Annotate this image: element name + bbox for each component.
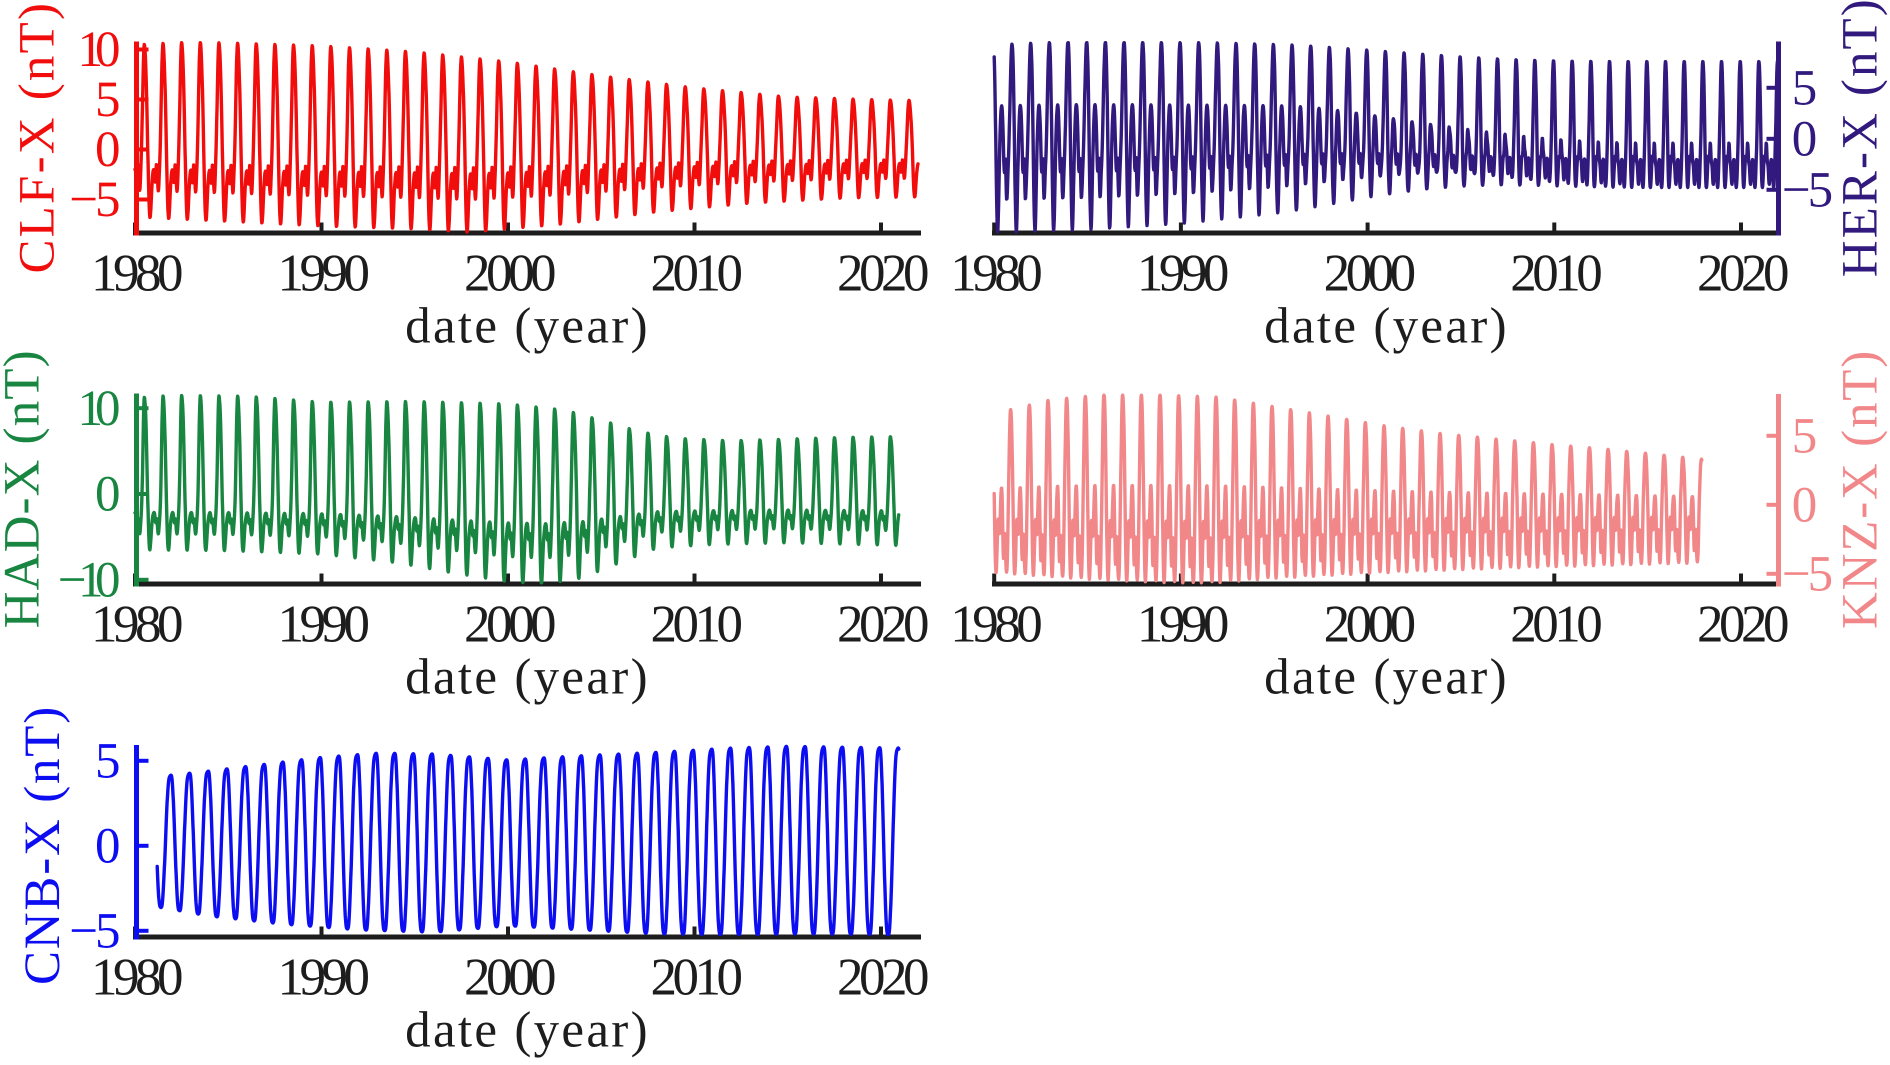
svg-text:date (year): date (year)	[405, 1002, 650, 1058]
svg-text:1990: 1990	[1137, 596, 1228, 654]
svg-text:0: 0	[1792, 477, 1818, 533]
svg-text:−5: −5	[69, 903, 119, 959]
svg-text:CNB-X (nT): CNB-X (nT)	[15, 705, 71, 985]
svg-text:0: 0	[95, 122, 121, 178]
svg-text:1990: 1990	[1137, 245, 1228, 303]
svg-text:0: 0	[95, 818, 121, 874]
svg-text:2000: 2000	[1324, 596, 1415, 654]
svg-text:2000: 2000	[1324, 245, 1415, 303]
svg-text:2020: 2020	[837, 245, 928, 303]
svg-text:1980: 1980	[950, 245, 1041, 303]
svg-text:date (year): date (year)	[405, 649, 650, 705]
svg-text:5: 5	[1792, 408, 1818, 464]
svg-text:2000: 2000	[464, 596, 555, 654]
svg-text:1980: 1980	[950, 596, 1041, 654]
svg-text:2020: 2020	[1697, 596, 1788, 654]
svg-text:−5: −5	[1782, 546, 1832, 602]
svg-text:1980: 1980	[91, 596, 182, 654]
svg-text:−10: −10	[58, 552, 119, 608]
svg-text:−5: −5	[1782, 162, 1832, 218]
svg-text:2020: 2020	[1697, 245, 1788, 303]
svg-text:1990: 1990	[278, 596, 369, 654]
svg-text:−5: −5	[69, 172, 119, 228]
svg-text:date (year): date (year)	[1264, 649, 1509, 705]
svg-text:1980: 1980	[91, 245, 182, 303]
svg-text:2010: 2010	[651, 596, 742, 654]
svg-text:2020: 2020	[837, 596, 928, 654]
svg-text:1990: 1990	[278, 949, 369, 1007]
svg-text:5: 5	[95, 733, 121, 789]
svg-text:2010: 2010	[651, 245, 742, 303]
svg-text:0: 0	[95, 467, 121, 523]
svg-text:0: 0	[1792, 111, 1818, 167]
svg-text:2000: 2000	[464, 245, 555, 303]
svg-text:date (year): date (year)	[405, 298, 650, 354]
svg-text:CLF-X (nT): CLF-X (nT)	[10, 1, 66, 274]
svg-text:1990: 1990	[278, 245, 369, 303]
svg-text:date (year): date (year)	[1264, 298, 1509, 354]
svg-text:1980: 1980	[91, 949, 182, 1007]
svg-text:HAD-X (nT): HAD-X (nT)	[0, 349, 51, 628]
svg-text:2010: 2010	[1510, 245, 1601, 303]
svg-text:KNZ-X (nT): KNZ-X (nT)	[1833, 349, 1889, 629]
svg-text:2010: 2010	[651, 949, 742, 1007]
svg-text:5: 5	[95, 72, 121, 128]
svg-text:HER-X (nT): HER-X (nT)	[1833, 0, 1889, 277]
svg-text:5: 5	[1792, 60, 1818, 116]
svg-text:2010: 2010	[1510, 596, 1601, 654]
svg-text:2020: 2020	[837, 949, 928, 1007]
svg-text:2000: 2000	[464, 949, 555, 1007]
